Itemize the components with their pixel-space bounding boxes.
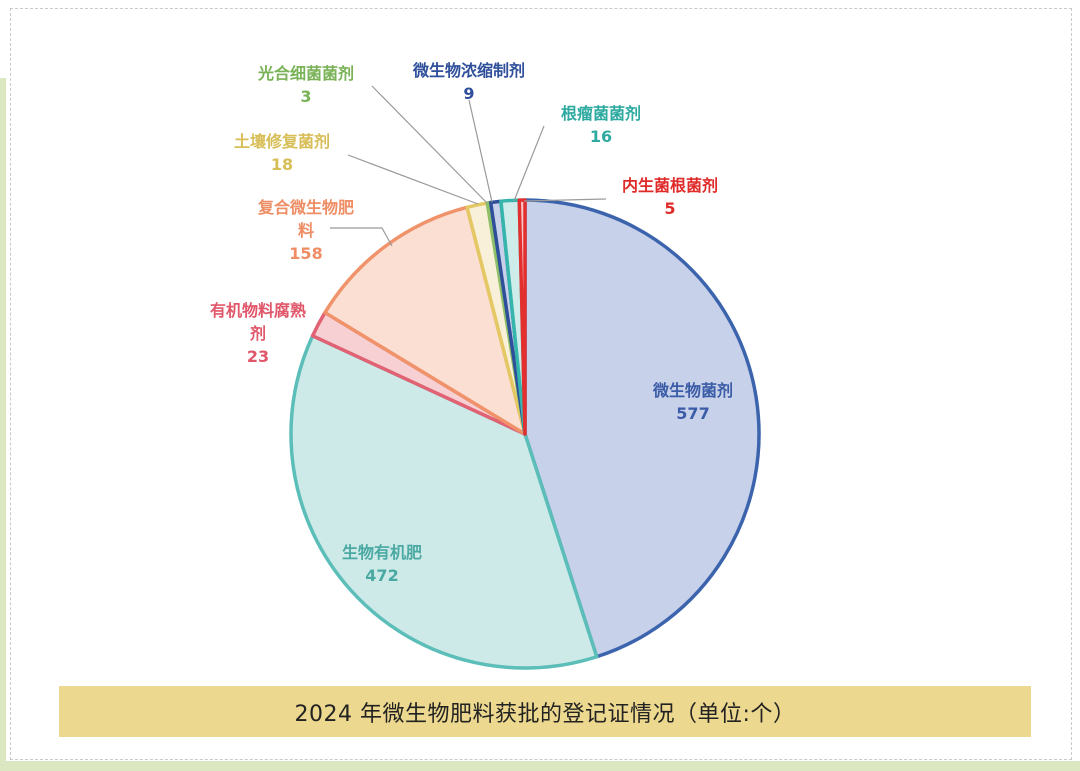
slice-name-4: 土壤修复菌剂 xyxy=(234,132,330,151)
slice-label-6: 微生物浓缩制剂 9 xyxy=(412,61,525,103)
slice-label-1: 生物有机肥 472 xyxy=(342,543,422,585)
slice-label-8: 内生菌根菌剂 5 xyxy=(622,176,718,218)
slice-name-1: 生物有机肥 xyxy=(342,543,422,562)
slice-name-2-line2: 剂 xyxy=(250,324,266,343)
bottom-decor-band xyxy=(0,761,1080,771)
slice-label-5: 光合细菌菌剂 3 xyxy=(257,64,354,106)
leader-lines xyxy=(330,85,607,247)
slice-name-8: 内生菌根菌剂 xyxy=(622,176,718,195)
pie-slice-3 xyxy=(323,205,527,436)
pie-slice-0 xyxy=(523,198,761,659)
slice-value-5: 3 xyxy=(300,87,311,106)
leader-line-5 xyxy=(371,85,488,204)
pie-slices xyxy=(289,198,761,670)
leader-line-6 xyxy=(468,99,493,203)
slice-value-6: 9 xyxy=(463,84,474,103)
leader-line-4 xyxy=(347,154,479,205)
slice-label-3: 复合微生物肥料 158 xyxy=(257,198,354,263)
leader-line-7 xyxy=(513,125,545,202)
slice-label-4: 土壤修复菌剂 18 xyxy=(234,132,330,174)
leader-line-8 xyxy=(523,198,607,202)
slice-name-7: 根瘤菌菌剂 xyxy=(561,104,641,123)
slice-name-0: 微生物菌剂 xyxy=(652,381,733,400)
slice-value-7: 16 xyxy=(590,127,612,146)
leader-line-3 xyxy=(330,227,393,247)
pie-slice-8 xyxy=(517,198,527,436)
slice-label-2: 有机物料腐熟剂 23 xyxy=(210,301,306,366)
pie-slice-1 xyxy=(289,334,599,670)
slice-value-0: 577 xyxy=(676,404,709,423)
slice-label-7: 根瘤菌菌剂 16 xyxy=(561,104,641,146)
slice-value-8: 5 xyxy=(664,199,675,218)
slice-labels: 微生物菌剂 577 生物有机肥 472 有机物料腐熟剂 23 复合微生物肥料 158 土壤修复菌… xyxy=(210,61,733,585)
slice-label-0: 微生物菌剂 577 xyxy=(652,381,733,423)
slice-value-1: 472 xyxy=(365,566,398,585)
slice-name-2-line1: 有机物料腐熟 xyxy=(210,301,306,320)
slice-value-3: 158 xyxy=(289,244,322,263)
slice-name-6: 微生物浓缩制剂 xyxy=(412,61,525,80)
slice-value-2: 23 xyxy=(247,347,269,366)
slice-name-3-line2: 料 xyxy=(298,221,314,240)
chart-caption: 2024 年微生物肥料获批的登记证情况（单位:个） xyxy=(59,686,1031,737)
slice-name-3-line1: 复合微生物肥 xyxy=(257,198,354,217)
slice-name-5: 光合细菌菌剂 xyxy=(257,64,354,83)
left-decor-band xyxy=(0,78,6,771)
slice-value-4: 18 xyxy=(271,155,293,174)
